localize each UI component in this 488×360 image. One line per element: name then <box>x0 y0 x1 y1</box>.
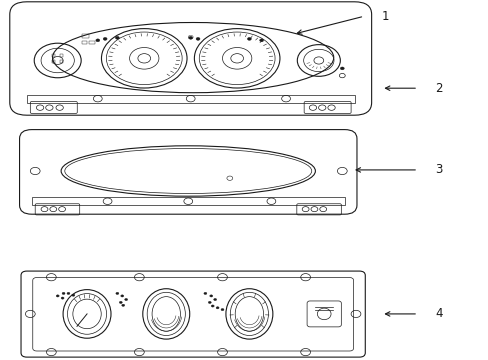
Text: 4: 4 <box>434 307 442 320</box>
Circle shape <box>62 292 65 294</box>
Bar <box>32 197 344 205</box>
Circle shape <box>124 298 127 301</box>
Circle shape <box>340 67 344 70</box>
Bar <box>52 60 55 63</box>
Bar <box>60 54 63 57</box>
Circle shape <box>211 305 214 307</box>
Circle shape <box>216 307 219 309</box>
Circle shape <box>259 39 263 42</box>
Circle shape <box>196 37 200 40</box>
Circle shape <box>72 294 75 296</box>
Text: 1: 1 <box>381 10 388 23</box>
Circle shape <box>56 295 59 297</box>
Circle shape <box>209 295 212 297</box>
Circle shape <box>208 301 211 303</box>
Circle shape <box>213 298 216 301</box>
Circle shape <box>122 304 124 306</box>
Circle shape <box>119 301 122 303</box>
Text: 2: 2 <box>434 82 442 95</box>
Circle shape <box>221 309 224 311</box>
Bar <box>89 41 95 44</box>
Circle shape <box>115 36 119 39</box>
Bar <box>52 54 55 57</box>
Text: 3: 3 <box>434 163 442 176</box>
Circle shape <box>121 295 123 297</box>
Circle shape <box>96 39 100 42</box>
Bar <box>81 41 87 44</box>
Circle shape <box>188 36 192 39</box>
Circle shape <box>67 292 70 294</box>
Circle shape <box>116 292 119 294</box>
Bar <box>27 95 354 103</box>
Circle shape <box>247 37 251 40</box>
Circle shape <box>103 37 107 40</box>
Circle shape <box>203 292 206 294</box>
Circle shape <box>61 297 64 299</box>
Bar <box>82 34 88 38</box>
Bar <box>60 60 63 63</box>
